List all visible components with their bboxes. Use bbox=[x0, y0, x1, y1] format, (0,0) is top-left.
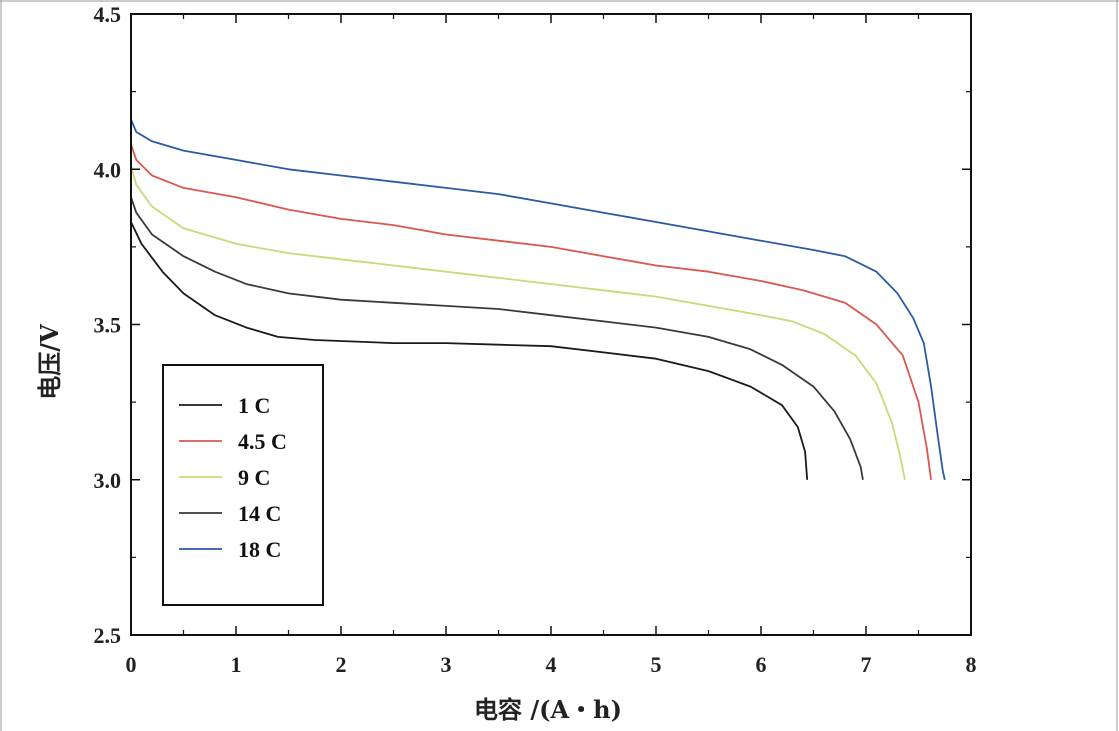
series-line-9-c bbox=[130, 165, 906, 480]
x-tick-label: 2 bbox=[336, 652, 347, 677]
y-axis-title: 电压/V bbox=[35, 324, 64, 400]
legend-label: 14 C bbox=[238, 501, 281, 526]
series-line-4-5-c bbox=[130, 144, 932, 480]
x-axis-title: 电容 /(A・h) bbox=[474, 695, 622, 724]
y-tick-label: 3.0 bbox=[94, 468, 122, 493]
x-tick-label: 4 bbox=[546, 652, 557, 677]
x-tick-label: 6 bbox=[756, 652, 767, 677]
series-line-14-c bbox=[130, 196, 864, 480]
y-tick-label: 3.5 bbox=[94, 313, 122, 338]
legend-label: 4.5 C bbox=[238, 429, 287, 454]
x-tick-label: 1 bbox=[231, 652, 242, 677]
legend-label: 1 C bbox=[238, 393, 270, 418]
x-tick-label: 5 bbox=[651, 652, 662, 677]
series-layer bbox=[130, 119, 946, 480]
y-tick-label: 2.5 bbox=[94, 623, 122, 648]
x-tick-label: 8 bbox=[966, 652, 977, 677]
x-tick-label: 0 bbox=[126, 652, 137, 677]
series-line-18-c bbox=[130, 119, 946, 480]
legend: 1 C 4.5 C 9 C 14 C 18 C bbox=[162, 364, 324, 606]
x-tick-label: 7 bbox=[861, 652, 872, 677]
legend-label: 18 C bbox=[238, 537, 281, 562]
y-tick-label: 4.0 bbox=[94, 157, 122, 182]
legend-label: 9 C bbox=[238, 465, 270, 490]
y-tick-label: 4.5 bbox=[94, 2, 122, 27]
series-line-1-c bbox=[130, 221, 809, 480]
plot-frame bbox=[130, 13, 972, 636]
x-tick-label: 3 bbox=[441, 652, 452, 677]
legend-items: 1 C 4.5 C 9 C 14 C 18 C bbox=[179, 393, 287, 562]
